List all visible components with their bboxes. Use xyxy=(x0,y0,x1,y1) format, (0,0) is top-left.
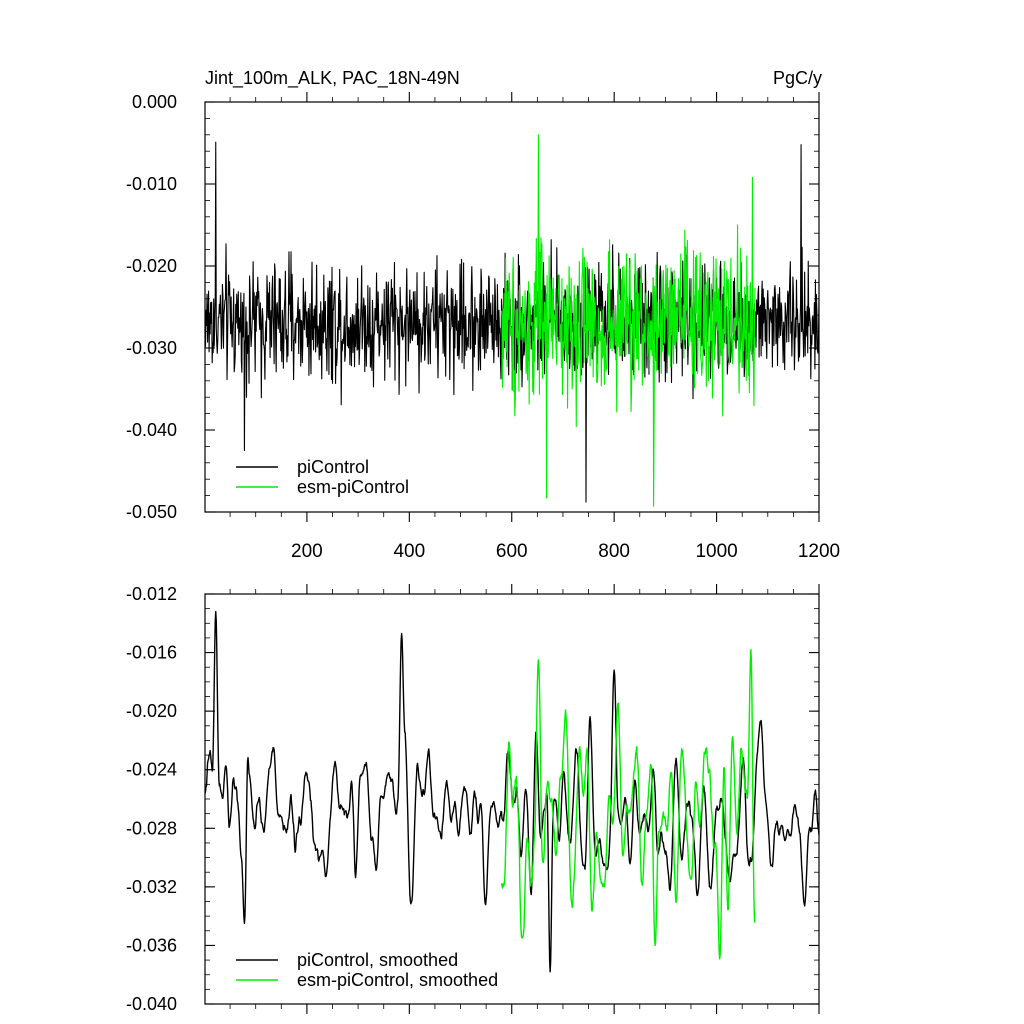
y-tick-label: -0.030 xyxy=(126,338,177,358)
legend-label: piControl, smoothed xyxy=(297,950,458,970)
y-tick-label: -0.010 xyxy=(126,174,177,194)
y-tick-label: -0.012 xyxy=(126,584,177,604)
top-panel-title: Jint_100m_ALK, PAC_18N-49N xyxy=(205,68,460,89)
y-tick-label: -0.050 xyxy=(126,502,177,522)
y-tick-label: -0.036 xyxy=(126,935,177,955)
y-tick-label: 0.000 xyxy=(132,92,177,112)
y-tick-label: -0.040 xyxy=(126,994,177,1014)
bottom-series-group xyxy=(204,610,820,973)
series-line-0-0 xyxy=(204,141,820,503)
y-tick-label: -0.020 xyxy=(126,256,177,276)
series-line-1-1 xyxy=(500,648,756,960)
y-tick-label: -0.024 xyxy=(126,760,177,780)
top-series-group xyxy=(204,134,820,507)
series-line-0-1 xyxy=(500,134,756,507)
y-tick-label: -0.020 xyxy=(126,701,177,721)
x-tick-label: 1200 xyxy=(798,541,840,562)
y-tick-label: -0.040 xyxy=(126,420,177,440)
y-tick-label: -0.028 xyxy=(126,818,177,838)
x-tick-label: 1000 xyxy=(695,541,737,562)
top-axes: 0.000 -0.010 -0.020 -0.030 -0.040 -0.050 200 40… xyxy=(126,92,840,562)
bottom-axes: -0.012 -0.016 -0.020 -0.024 -0.028 -0.032 -0.0… xyxy=(126,584,820,1014)
bottom-panel: -0.012 -0.016 -0.020 -0.024 -0.028 -0.032 -0.0… xyxy=(126,584,820,1014)
legend-label: esm-piControl xyxy=(297,477,409,497)
legend-label: esm-piControl, smoothed xyxy=(297,970,498,990)
x-tick-label: 800 xyxy=(598,541,630,562)
top-panel: Jint_100m_ALK, PAC_18N-49N PgC/y 0.000 -0… xyxy=(126,68,840,562)
y-tick-label: -0.032 xyxy=(126,877,177,897)
x-tick-label: 200 xyxy=(291,541,323,562)
x-tick-label: 400 xyxy=(393,541,425,562)
top-panel-units: PgC/y xyxy=(773,68,822,88)
x-tick-label: 600 xyxy=(496,541,528,562)
legend-label: piControl xyxy=(297,457,369,477)
y-tick-label: -0.016 xyxy=(126,643,177,663)
